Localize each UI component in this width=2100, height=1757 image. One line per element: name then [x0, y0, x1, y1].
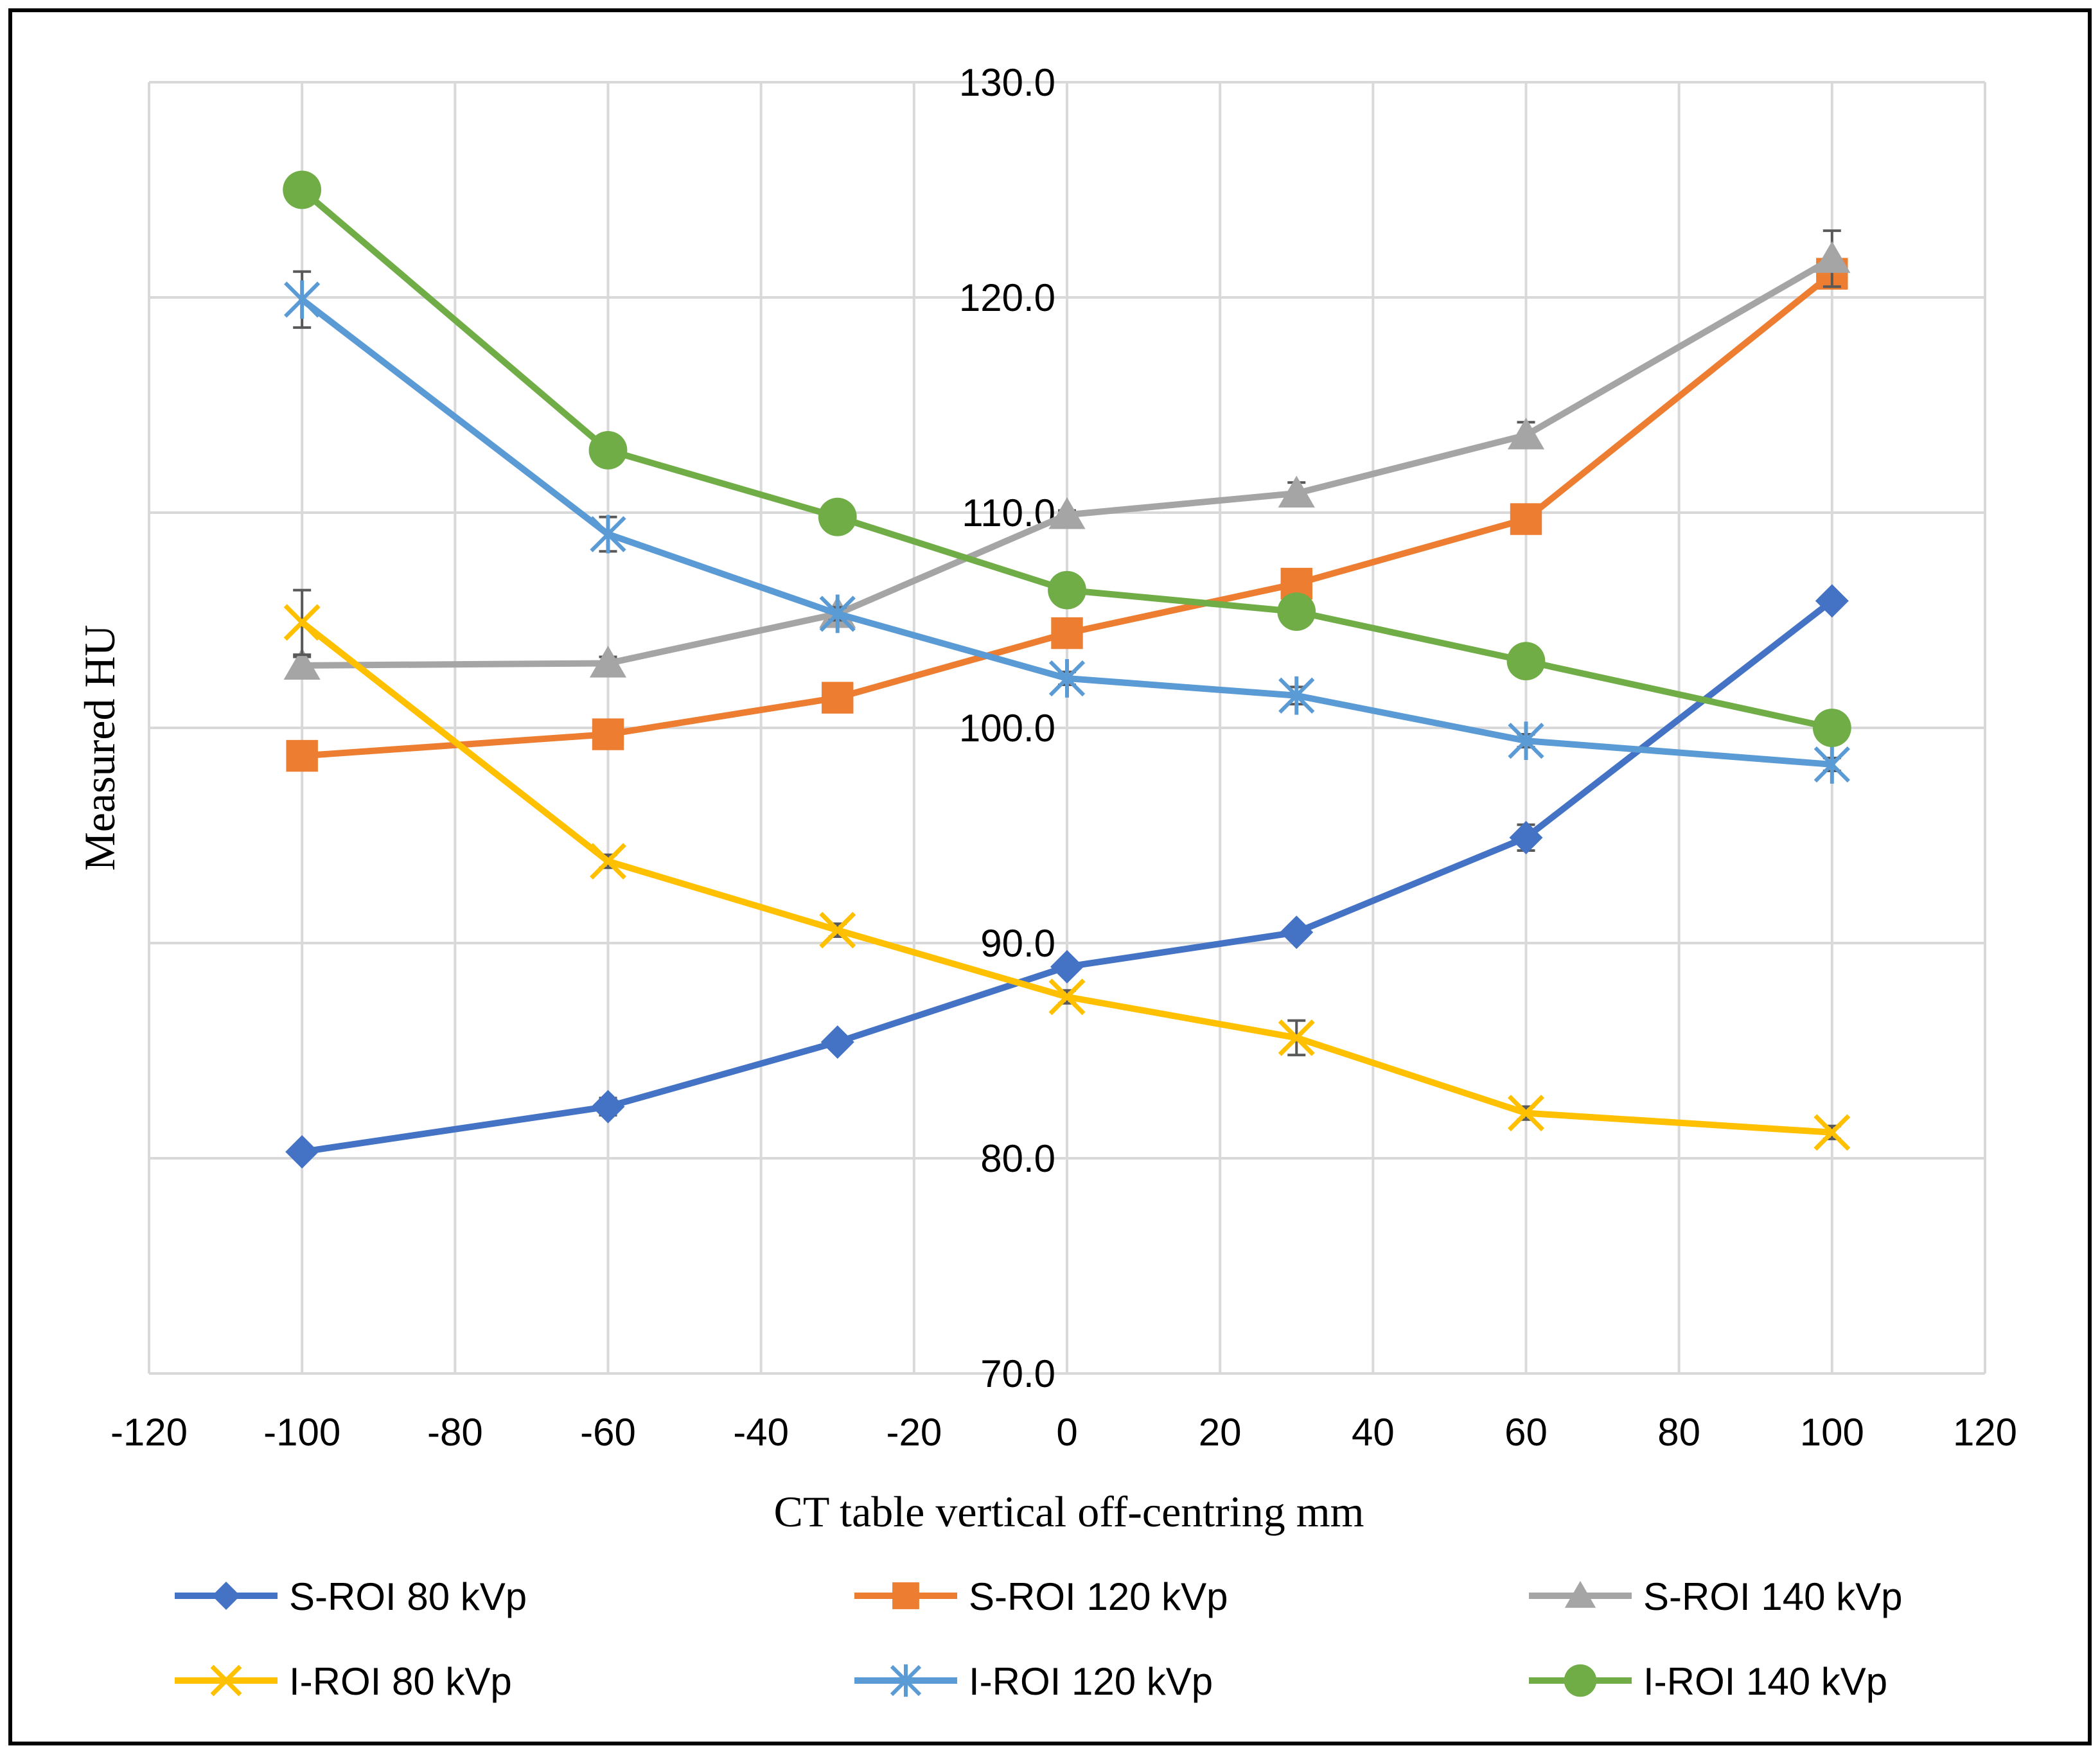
marker-x [819, 912, 856, 949]
marker-star [890, 1664, 922, 1697]
marker-diamond [1509, 820, 1543, 854]
legend-label: I-ROI 80 kVp [289, 1660, 512, 1703]
marker-circle [283, 170, 322, 209]
x-tick-label: -120 [110, 1411, 188, 1454]
legend-item: I-ROI 140 kVp [1529, 1660, 1887, 1703]
marker-diamond [285, 1135, 319, 1169]
marker-diamond [1050, 949, 1084, 984]
x-tick-label: -60 [580, 1411, 636, 1454]
marker-star [1278, 676, 1315, 715]
y-tick-label: 90.0 [980, 922, 1055, 965]
legend-label: I-ROI 120 kVp [969, 1660, 1213, 1703]
marker-triangle [283, 648, 321, 680]
marker-circle [588, 430, 628, 470]
marker-x [1813, 1114, 1851, 1151]
legend-item: S-ROI 80 kVp [175, 1575, 527, 1618]
y-tick-label: 70.0 [980, 1352, 1055, 1395]
marker-star [1508, 721, 1544, 760]
marker-triangle [1278, 475, 1315, 508]
marker-square [1510, 503, 1542, 535]
marker-star [590, 515, 626, 554]
series-s-roi-80-kvp [285, 584, 1849, 1169]
tick-labels: -120 -100 -80 -60 -40 -20 0 20 40 60 80 100 120 70.0 8… [110, 61, 2017, 1454]
marker-star [1813, 745, 1850, 784]
x-tick-label: 60 [1504, 1411, 1548, 1454]
marker-circle [1048, 570, 1086, 610]
series-i-roi-120-kvp [284, 270, 1850, 784]
marker-triangle [589, 646, 627, 678]
marker-square [592, 718, 624, 750]
marker-triangle [1813, 241, 1851, 273]
data-series [283, 170, 1851, 1169]
legend-item: I-ROI 120 kVp [854, 1660, 1213, 1703]
marker-diamond [1280, 915, 1314, 949]
marker-x [1048, 978, 1086, 1016]
y-tick-label: 100.0 [959, 707, 1055, 750]
legend-label: S-ROI 140 kVp [1643, 1575, 1903, 1618]
figure-border [8, 8, 2092, 1745]
marker-diamond [1815, 584, 1849, 618]
x-axis-title: CT table vertical off-centring mm [774, 1487, 1364, 1536]
marker-circle [1277, 592, 1316, 631]
legend-item: S-ROI 120 kVp [854, 1575, 1228, 1618]
marker-star [284, 280, 321, 319]
series-i-roi-140-kvp [283, 170, 1851, 747]
series-s-roi-140-kvp [283, 229, 1851, 680]
marker-star [819, 594, 856, 633]
marker-triangle [1048, 497, 1086, 529]
marker-x [590, 843, 626, 880]
legend-label: S-ROI 80 kVp [289, 1575, 527, 1618]
marker-circle [1564, 1664, 1597, 1697]
marker-square [822, 682, 854, 714]
marker-diamond [212, 1582, 240, 1610]
legend-label: I-ROI 140 kVp [1643, 1660, 1887, 1703]
marker-triangle [1507, 418, 1545, 450]
x-tick-label: 100 [1800, 1411, 1864, 1454]
marker-x [283, 604, 321, 641]
y-axis-title: Measured HU [75, 624, 124, 870]
x-tick-label: -80 [427, 1411, 483, 1454]
x-tick-label: 0 [1056, 1411, 1077, 1454]
y-tick-label: 80.0 [980, 1137, 1055, 1180]
y-tick-label: 120.0 [959, 276, 1055, 319]
x-tick-label: 120 [1953, 1411, 2017, 1454]
x-tick-label: 40 [1352, 1411, 1395, 1454]
x-tick-label: -100 [263, 1411, 340, 1454]
marker-triangle [1564, 1580, 1596, 1608]
legend-label: S-ROI 120 kVp [969, 1575, 1228, 1618]
marker-square [1051, 617, 1083, 649]
marker-x [210, 1664, 242, 1697]
x-tick-label: -20 [886, 1411, 942, 1454]
x-tick-label: 20 [1199, 1411, 1242, 1454]
marker-circle [818, 497, 857, 536]
legend-item: S-ROI 140 kVp [1529, 1575, 1903, 1618]
marker-square [892, 1582, 919, 1609]
marker-square [286, 739, 318, 772]
x-tick-label: -40 [733, 1411, 789, 1454]
marker-x [1508, 1095, 1544, 1132]
legend-item: I-ROI 80 kVp [175, 1660, 512, 1703]
marker-circle [1812, 709, 1851, 747]
x-tick-label: 80 [1657, 1411, 1700, 1454]
legend: S-ROI 80 kVp S-ROI 120 kVp S-ROI 140 kVp I-… [175, 1575, 1903, 1703]
marker-diamond [820, 1025, 854, 1059]
marker-circle [1506, 642, 1546, 681]
marker-diamond [591, 1090, 625, 1124]
y-tick-label: 130.0 [959, 61, 1055, 104]
marker-star [1048, 659, 1086, 698]
marker-x [1278, 1019, 1315, 1056]
series-i-roi-80-kvp [283, 588, 1851, 1151]
